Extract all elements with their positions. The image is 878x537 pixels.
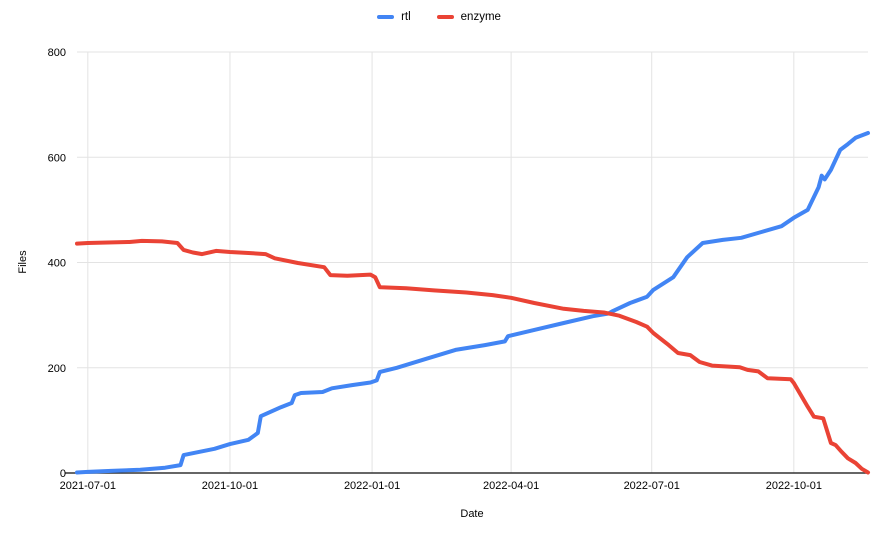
legend-item-enzyme: enzyme (436, 11, 501, 23)
x-axis-title: Date (460, 508, 483, 520)
y-tick-label: 0 (60, 468, 66, 480)
series-line-rtl[interactable] (75, 131, 870, 475)
x-tick-label: 2022-07-01 (624, 480, 680, 492)
series-line-enzyme[interactable] (75, 238, 870, 475)
legend-label-rtl: rtl (401, 11, 411, 23)
y-tick-label: 400 (48, 258, 66, 270)
chart-legend: rtl enzyme (0, 11, 878, 23)
x-tick-label: 2021-10-01 (202, 480, 258, 492)
gridlines (65, 51, 868, 474)
x-tick-label: 2021-07-01 (60, 480, 116, 492)
legend-label-enzyme: enzyme (460, 11, 501, 23)
legend-swatch-rtl (377, 15, 395, 19)
y-tick-label: 200 (48, 363, 66, 375)
x-tick-label: 2022-04-01 (483, 480, 539, 492)
x-tick-label: 2022-10-01 (766, 480, 822, 492)
legend-item-rtl: rtl (377, 11, 411, 23)
y-tick-label: 800 (48, 47, 66, 59)
y-axis-title: Files (17, 250, 29, 274)
x-tick-label: 2022-01-01 (344, 480, 400, 492)
series-lines (75, 131, 870, 475)
legend-swatch-enzyme (436, 15, 454, 19)
y-tick-label: 600 (48, 152, 66, 164)
tick-labels: 2021-07-01 2021-10-01 2022-01-01 2022-04-01… (48, 47, 822, 492)
